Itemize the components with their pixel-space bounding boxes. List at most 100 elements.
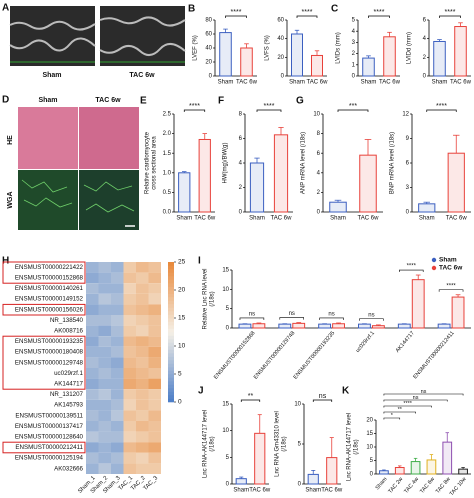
- significance-label: ****: [446, 283, 456, 289]
- y-axis-label: Relative Lnc RNA level: [203, 268, 209, 329]
- y-tick-label: 10: [313, 112, 320, 118]
- x-tick-label: TAC 10w: [449, 476, 468, 497]
- bar: [291, 33, 303, 77]
- colorbar-segment: [168, 363, 174, 368]
- significance-label: ****: [264, 103, 275, 110]
- y-tick-label: 2: [317, 190, 321, 196]
- y-tick-label: 0: [352, 74, 356, 80]
- heat-cell: [86, 293, 99, 305]
- image-label: HE: [7, 135, 14, 145]
- heat-cell: [136, 421, 149, 432]
- heat-cell: [111, 421, 124, 432]
- colorbar-label: 10: [178, 343, 186, 350]
- heat-cell: [148, 410, 161, 421]
- panel-letter: H: [2, 256, 9, 267]
- heat-cell: [111, 304, 124, 315]
- y-tick-label: 0.5: [163, 190, 172, 196]
- colorbar-segment: [168, 388, 174, 392]
- significance-label: ***: [349, 103, 357, 110]
- colorbar-segment: [168, 311, 174, 315]
- heat-cell: [148, 357, 161, 368]
- y-tick-label: 20: [205, 60, 212, 66]
- heat-cell: [98, 283, 111, 294]
- panel-letter: A: [2, 3, 9, 14]
- y-tick-label: 40: [205, 46, 212, 52]
- heat-cell: [123, 463, 136, 474]
- x-tick-label: ENSMUST00000193235: [293, 330, 337, 380]
- heat-cell: [86, 262, 99, 273]
- x-tick-label: TAC 6w: [271, 216, 293, 222]
- bar: [278, 323, 292, 329]
- heat-cell: [123, 378, 136, 390]
- row-label: AK144717: [54, 381, 83, 388]
- heat-cell: [123, 283, 136, 294]
- bar: [292, 322, 306, 329]
- heat-cell: [86, 452, 99, 464]
- y-tick-label: 5: [352, 18, 356, 24]
- heat-cell: [148, 378, 161, 390]
- panel-letter: K: [342, 386, 350, 397]
- heat-cell: [111, 357, 124, 368]
- heat-cell: [136, 357, 149, 368]
- heat-cell: [136, 452, 149, 464]
- x-tick-label: ENSMUST00000212411: [412, 330, 455, 380]
- x-tick-label: Sham: [249, 216, 265, 222]
- heat-cell: [148, 283, 161, 294]
- x-tick-label: Sham: [176, 216, 192, 222]
- colorbar-segment: [168, 356, 174, 361]
- heat-cell: [86, 283, 99, 294]
- bar: [332, 323, 345, 329]
- heat-cell: [136, 431, 149, 443]
- colorbar-segment: [168, 262, 174, 266]
- colorbar-segment: [168, 290, 174, 294]
- heat-cell: [123, 272, 136, 284]
- heat-cell: [123, 389, 136, 400]
- bar: [410, 461, 421, 475]
- significance-bracket: [256, 109, 282, 112]
- colorbar-segment: [168, 307, 174, 312]
- heat-cell: [148, 463, 161, 474]
- heat-cell: [136, 315, 149, 326]
- heat-cell: [86, 272, 99, 284]
- heat-cell: [98, 421, 111, 432]
- heat-cell: [148, 431, 161, 443]
- y-tick-label: 2.0: [163, 131, 172, 137]
- y-axis-label: (/18s): [282, 436, 288, 451]
- wga-texture: [21, 179, 135, 213]
- significance-bracket: [383, 393, 464, 396]
- colorbar-segment: [168, 321, 174, 326]
- y-axis-label: HW(mg)/BW(g): [223, 143, 229, 184]
- significance-bracket: [383, 417, 401, 420]
- heat-cell: [136, 378, 149, 390]
- bar: [359, 154, 377, 213]
- heat-cell: [136, 368, 149, 379]
- echo-trace: [9, 20, 96, 52]
- x-tick-label: TAC 6w: [249, 488, 271, 494]
- y-tick-label: 0: [239, 210, 243, 216]
- y-tick-label: 9: [406, 136, 410, 142]
- colorbar-label: 15: [178, 315, 186, 322]
- significance-bracket: [312, 399, 333, 402]
- x-tick-label: TAC 6w: [379, 80, 401, 86]
- bar: [252, 323, 266, 329]
- significance-label: ****: [189, 103, 200, 110]
- colorbar-segment: [168, 360, 174, 364]
- row-label: ENSMUST00000140261: [15, 285, 84, 292]
- heat-cell: [98, 368, 111, 379]
- row-label: AK032666: [54, 465, 83, 472]
- y-tick-label: 15: [222, 268, 229, 274]
- heat-cell: [111, 272, 124, 284]
- x-tick-label: ENSMUST00000152868: [213, 330, 257, 380]
- x-tick-label: TAC 6w: [236, 80, 258, 86]
- y-tick-label: 10: [294, 402, 301, 408]
- colorbar-segment: [168, 370, 174, 375]
- significance-bracket: [225, 15, 247, 18]
- heat-cell: [98, 431, 111, 443]
- x-tick-label: AK144717: [395, 330, 416, 354]
- significance-label: ****: [374, 9, 385, 16]
- significance-label: ns: [328, 312, 334, 318]
- heat-cell: [123, 431, 136, 443]
- y-tick-label: 6: [239, 136, 243, 142]
- y-tick-label: 40: [277, 36, 284, 42]
- x-tick-label: Sham: [419, 216, 435, 222]
